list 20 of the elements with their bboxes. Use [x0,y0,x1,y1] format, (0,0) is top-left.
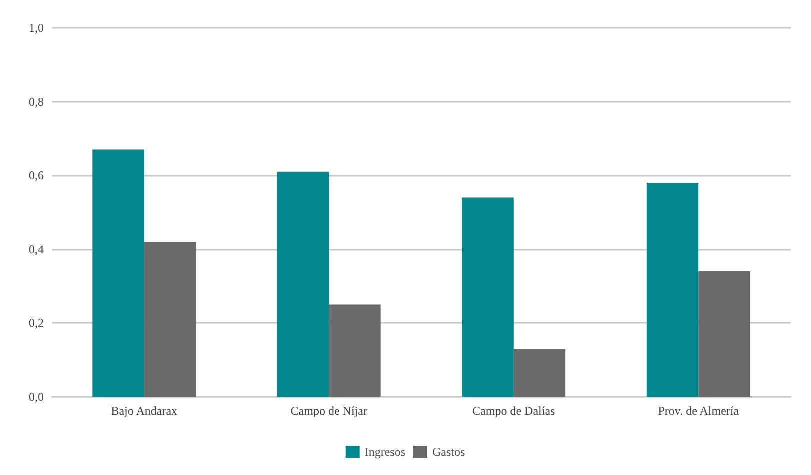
x-tick-label: Prov. de Almería [658,404,740,418]
y-tick-label: 0,2 [29,316,44,330]
bar [646,182,699,397]
bar [144,242,196,397]
y-tick-label: 0,4 [29,242,44,256]
x-tick-label: Campo de Níjar [290,404,368,418]
bar [92,150,144,397]
bar [462,198,514,397]
bar [277,172,330,397]
y-tick-label: 0,0 [29,390,44,404]
y-tick-label: 0,6 [29,168,44,183]
y-tick-label: 1,0 [29,21,44,35]
legend-label: Ingresos [364,445,406,459]
x-tick-label: Campo de Dalías [472,404,556,418]
y-tick-label: 0,8 [29,94,44,109]
bar [329,304,381,397]
x-tick-label: Bajo Andarax [111,404,178,418]
bar [698,272,750,397]
bar [514,349,566,397]
legend-label: Gastos [432,445,466,459]
